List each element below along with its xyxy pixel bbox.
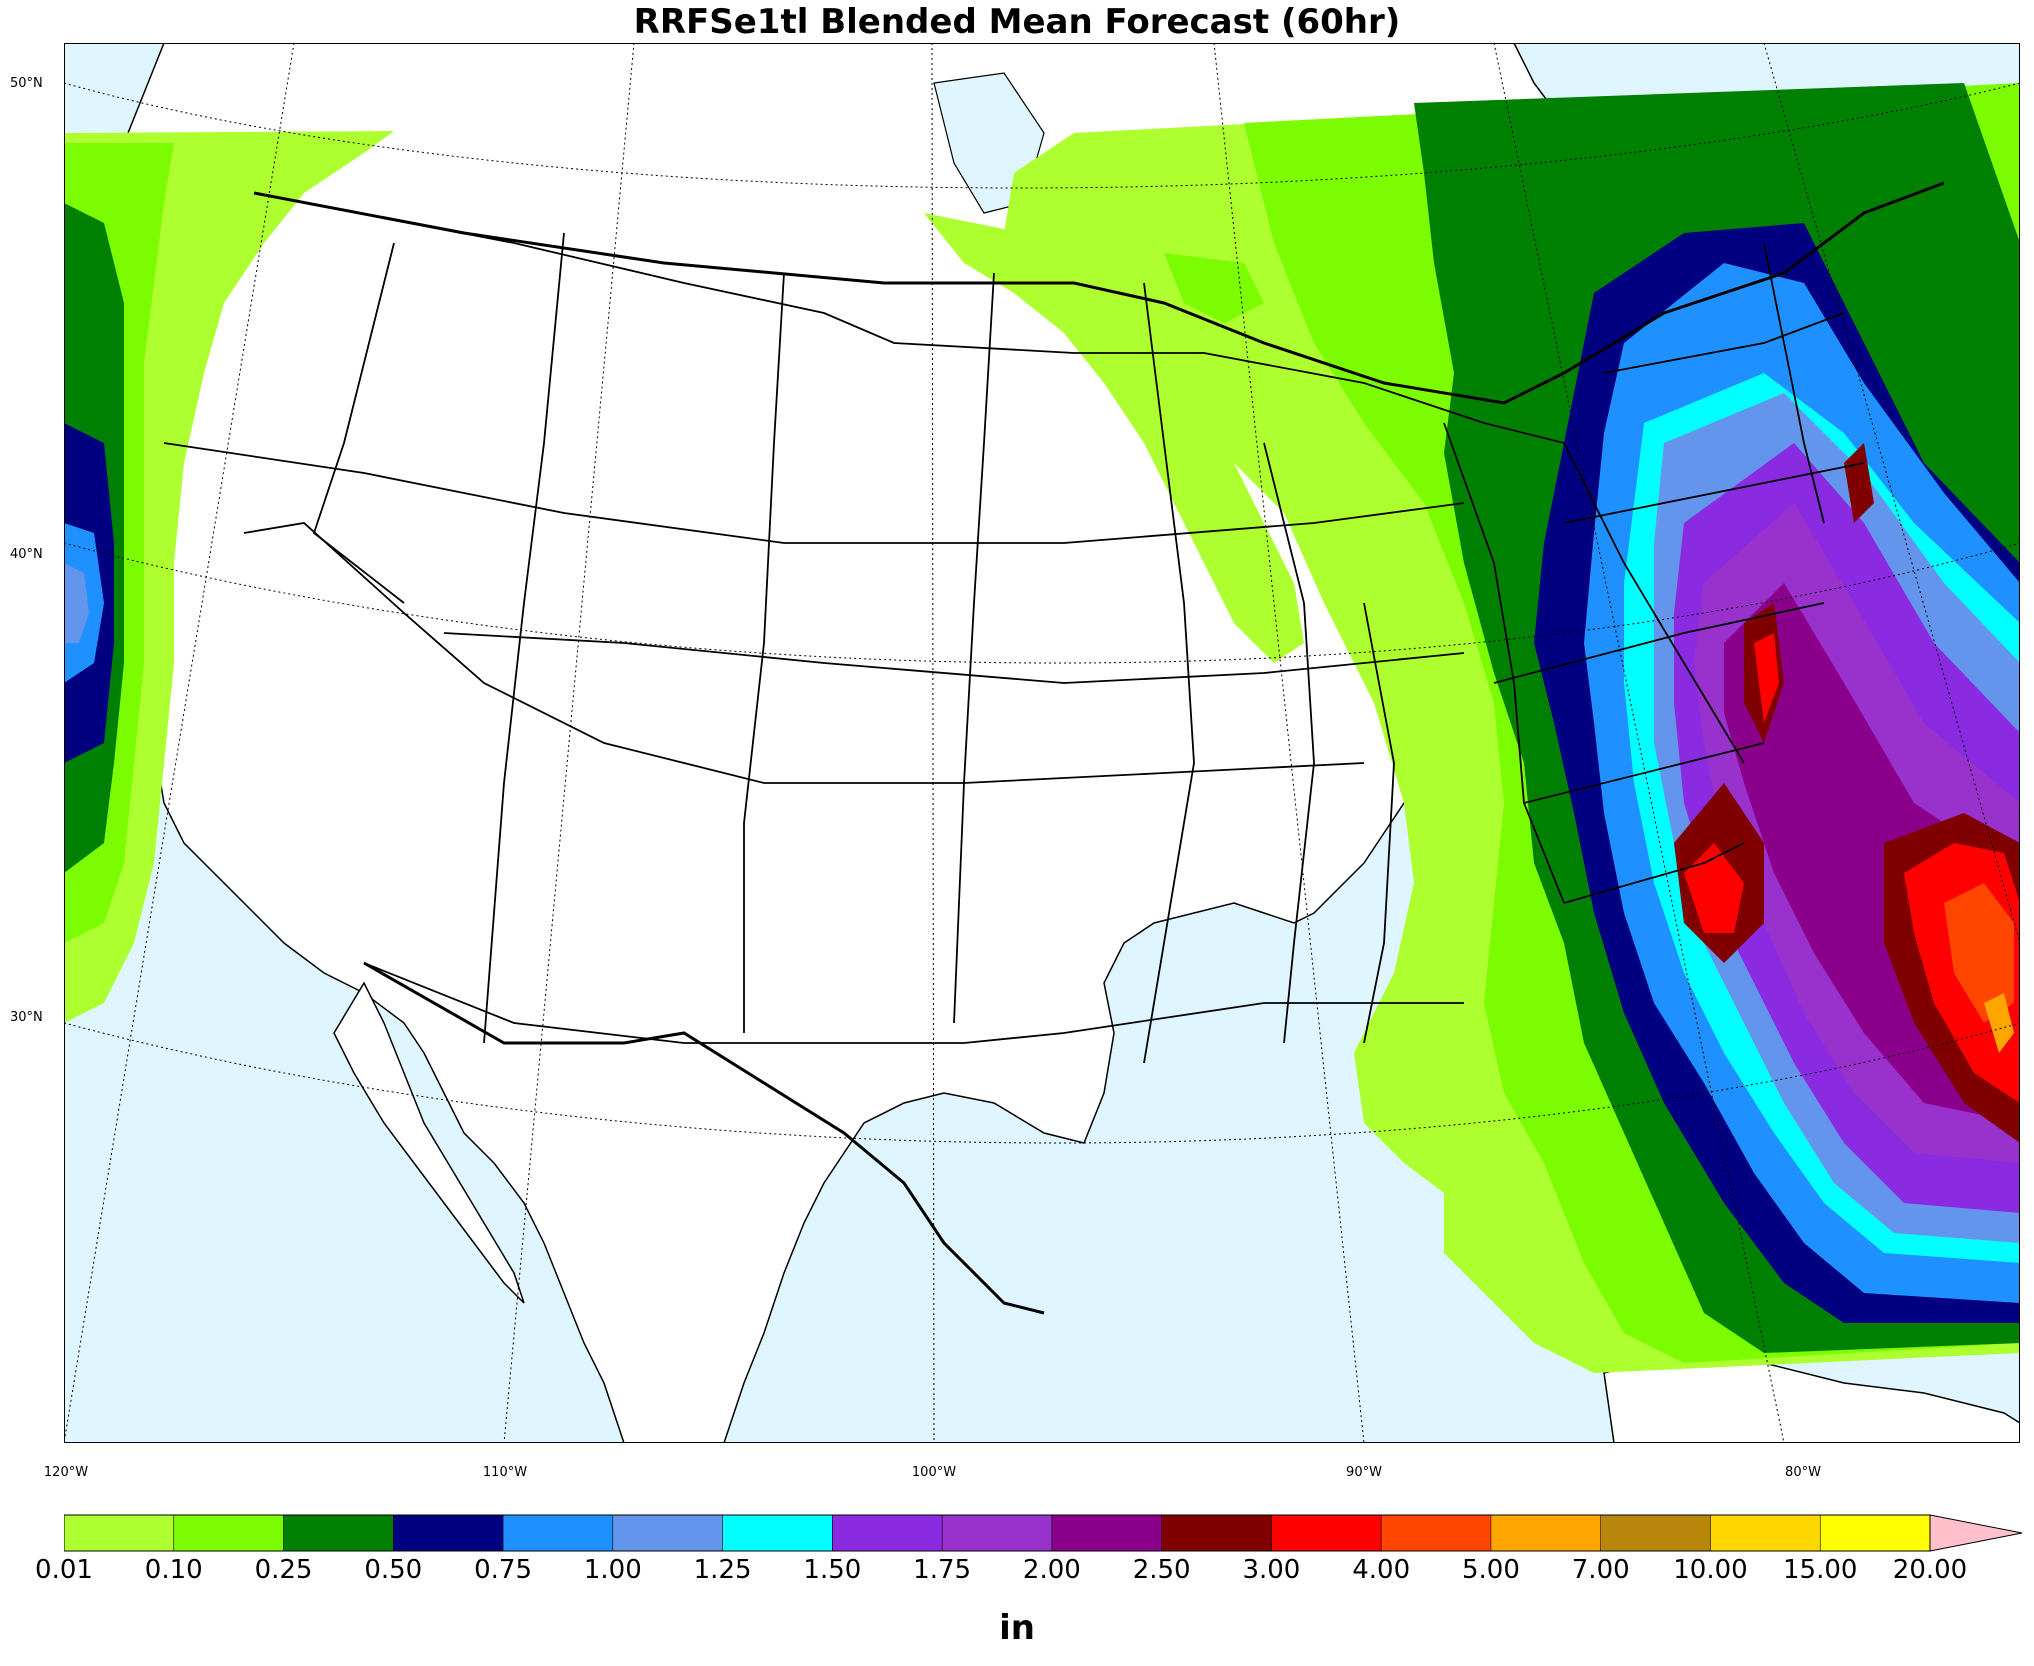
colorbar-tick-label: 0.50 <box>364 1555 423 1585</box>
colorbar-tick-label: 1.25 <box>693 1555 752 1585</box>
colorbar-swatch <box>612 1515 724 1551</box>
colorbar-swatch <box>1271 1515 1382 1551</box>
colorbar-tick-label: 2.50 <box>1132 1555 1191 1585</box>
colorbar-swatch <box>1051 1515 1163 1551</box>
colorbar-tick-label: 1.50 <box>803 1555 862 1585</box>
map-title: RRFSe1tl Blended Mean Forecast (60hr) <box>633 2 1401 42</box>
colorbar-swatch <box>1710 1515 1821 1551</box>
colorbar-tick-label: 7.00 <box>1571 1555 1630 1585</box>
colorbar-swatch <box>503 1515 614 1551</box>
colorbar-tick-label: 2.00 <box>1022 1555 1081 1585</box>
colorbar-tick-label: 10.00 <box>1673 1555 1748 1585</box>
country-borders <box>253 181 1945 1315</box>
colorbar-swatch <box>1490 1515 1602 1551</box>
colorbar-tick-label: 1.00 <box>583 1555 642 1585</box>
colorbar-swatch <box>283 1515 394 1551</box>
colorbar-tick-label: 4.00 <box>1352 1555 1411 1585</box>
colorbar-tick-label: 0.25 <box>254 1555 313 1585</box>
state-borders <box>163 192 1865 1064</box>
colorbar-swatch <box>942 1515 1053 1551</box>
precip-west-system <box>64 131 394 1023</box>
lat-label-30: 30°N <box>10 1010 43 1025</box>
colorbar-tick-label: 1.75 <box>913 1555 972 1585</box>
colorbar-swatch <box>722 1515 833 1551</box>
colorbar-extend-arrow <box>1929 1514 2023 1552</box>
colorbar-unit-label: in <box>999 1608 1035 1648</box>
colorbar-border <box>64 1514 1930 1552</box>
graticule <box>64 43 2020 1443</box>
precipitation-map <box>64 43 2020 1443</box>
colorbar-swatch <box>832 1515 943 1551</box>
lon-label-80: 80°W <box>1785 1465 1821 1480</box>
colorbar-tick-label: 0.75 <box>474 1555 532 1585</box>
lat-label-40: 40°N <box>10 547 43 562</box>
colorbar-tick-label: 5.00 <box>1461 1555 1520 1585</box>
lon-label-110: 110°W <box>482 1465 528 1480</box>
colorbar-tick-label: 0.01 <box>35 1555 93 1585</box>
baja-peninsula <box>333 981 525 1304</box>
colorbar <box>64 1514 2023 1552</box>
map-frame <box>64 43 2020 1443</box>
colorbar-tick-label: 0.10 <box>144 1555 203 1585</box>
colorbar-swatch <box>1820 1515 1931 1551</box>
colorbar-swatch <box>1161 1515 1272 1551</box>
precip-north-band <box>924 213 1304 663</box>
colorbar-tick-label: 3.00 <box>1242 1555 1301 1585</box>
lon-label-100: 100°W <box>911 1465 957 1480</box>
colorbar-tick-label: 20.00 <box>1892 1555 1968 1585</box>
lon-label-90: 90°W <box>1346 1465 1382 1480</box>
colorbar-tick-label: 15.00 <box>1783 1555 1858 1585</box>
colorbar-swatch <box>1381 1515 1492 1551</box>
colorbar-swatch <box>173 1515 285 1551</box>
lat-label-50: 50°N <box>10 76 43 91</box>
colorbar-swatch <box>393 1515 504 1551</box>
colorbar-swatch <box>1600 1515 1711 1551</box>
lon-label-120: 120°W <box>43 1465 89 1480</box>
colorbar-swatch <box>64 1515 175 1551</box>
precip-east-system <box>1004 83 2020 1373</box>
